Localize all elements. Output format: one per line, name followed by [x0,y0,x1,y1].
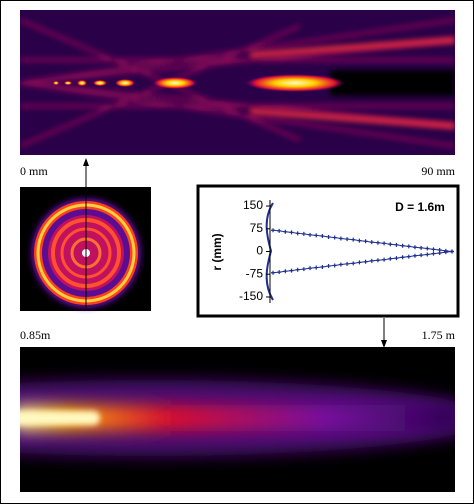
top-left-label: 0 mm [20,164,48,178]
data-point [425,252,430,257]
data-point [382,241,387,246]
annotation: D = 1.6m [395,200,445,214]
data-point [443,250,448,255]
data-point [388,242,393,247]
data-point [412,253,417,258]
data-point [412,245,417,250]
data-point [419,253,424,258]
data-point [271,228,275,233]
data-point [345,261,350,266]
data-point [450,249,454,254]
data-point [289,268,294,273]
data-point [271,270,275,275]
data-point [283,229,288,234]
data-point [363,259,368,264]
data-point [308,232,313,237]
inset-box [196,184,460,318]
bottom-image [20,347,455,492]
data-point [295,231,300,236]
data-point [406,254,411,259]
data-point [394,256,399,261]
data-point [283,269,288,274]
data-point [363,239,368,244]
data-point [351,261,356,266]
data-point [332,263,337,268]
data-point [326,234,331,239]
data-point [326,264,331,269]
data-point [308,266,313,271]
data-point [375,240,380,245]
data-point [314,265,319,270]
data-point [345,237,350,242]
data-point [289,230,294,235]
data-point [406,244,411,249]
data-point [338,262,343,267]
top-image [20,10,455,155]
arrow-head [381,340,387,348]
bottom-right-label: 1.75 m [422,328,456,342]
data-point [369,258,374,263]
data-point [375,258,380,263]
data-point [369,240,374,245]
data-point [301,267,306,272]
data-point [400,243,405,248]
data-point [388,256,393,261]
data-point [419,245,424,250]
data-point [338,236,343,241]
data-point [394,242,399,247]
data-point [320,264,325,269]
bottom-left-label: 0.85m [20,328,51,342]
aperture-curve [265,202,274,301]
data-point [357,260,362,265]
data-point [400,255,405,260]
data-point [431,247,436,252]
data-point [382,257,387,262]
data-point [277,270,282,275]
y-axis-label: r (mm) [210,233,224,270]
y-tick-label: 0 [256,244,263,258]
data-point [295,267,300,272]
data-point [314,233,319,238]
data-point [332,235,337,240]
y-tick-label: 75 [250,221,264,235]
arrow-head [83,158,89,166]
data-point [425,246,430,251]
data-point [351,237,356,242]
y-tick-label: 150 [243,198,263,212]
data-point [437,251,442,256]
top-right-label: 90 mm [421,164,455,178]
data-point [320,234,325,239]
data-point [301,231,306,236]
data-point [431,251,436,256]
y-tick-label: -150 [239,289,263,303]
data-point [357,238,362,243]
y-tick-label: -75 [246,266,264,280]
data-point [277,228,282,233]
